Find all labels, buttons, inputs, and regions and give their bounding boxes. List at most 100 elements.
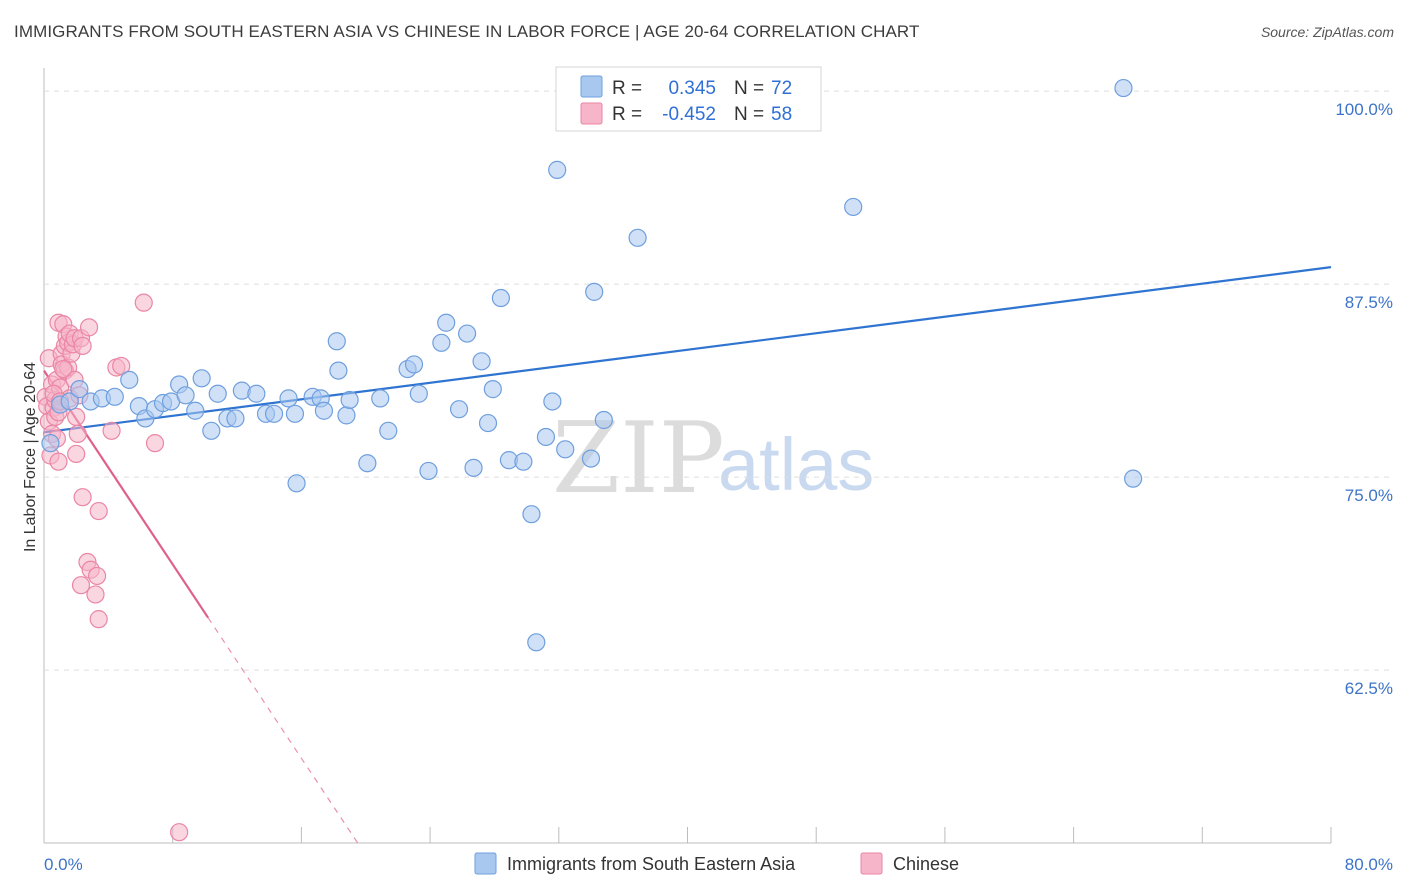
correlation-legend: R = 0.345 N = 72 R = -0.452 N = 58	[555, 66, 822, 132]
data-point-blue	[41, 434, 60, 453]
data-point-blue	[472, 352, 491, 371]
legend-swatch-blue	[580, 75, 603, 98]
data-point-pink	[71, 576, 91, 595]
data-point-blue	[192, 369, 211, 388]
data-point-pink	[79, 318, 99, 337]
series-legend-swatch-chinese	[860, 852, 883, 875]
data-point-blue	[329, 361, 348, 380]
data-point-pink	[68, 424, 87, 443]
data-point-pink	[145, 434, 165, 453]
data-point-blue	[409, 384, 428, 403]
data-point-pink	[89, 501, 108, 521]
data-point-pink	[49, 452, 68, 471]
data-point-blue	[337, 406, 356, 425]
trend-line-blue	[43, 266, 1332, 434]
data-point-pink	[67, 407, 86, 427]
data-point-pink	[67, 444, 86, 464]
data-point-blue	[437, 313, 456, 332]
data-point-pink	[134, 293, 153, 312]
chinese-points	[36, 293, 189, 842]
data-point-blue	[1124, 469, 1143, 488]
data-point-blue	[483, 380, 502, 399]
data-point-blue	[491, 288, 510, 308]
data-point-blue	[585, 282, 604, 301]
watermark-zip: ZIP	[552, 402, 725, 516]
data-point-blue	[527, 633, 546, 652]
sea-points	[41, 78, 1143, 652]
data-point-blue	[208, 384, 227, 403]
data-point-blue	[340, 390, 359, 410]
data-point-blue	[186, 401, 205, 420]
trend-line-extension-pink	[207, 617, 359, 844]
legend-n-value-2: 58	[771, 104, 792, 125]
series-legend-label-chinese: Chinese	[893, 854, 959, 874]
y-axis-title: In Labor Force | Age 20-64	[22, 362, 39, 552]
y-tick-labels: 62.5% 75.0% 87.5% 100.0%	[1335, 100, 1393, 698]
data-point-blue	[226, 409, 245, 428]
source-attribution: Source: ZipAtlas.com	[1260, 24, 1394, 40]
legend-r-value-1: 0.345	[668, 78, 716, 99]
chart-title: IMMIGRANTS FROM SOUTH EASTERN ASIA VS CH…	[14, 22, 920, 41]
data-point-pink	[87, 566, 107, 586]
data-point-blue	[449, 400, 469, 419]
series-legend-swatch-sea	[474, 852, 497, 875]
data-point-pink	[112, 356, 131, 376]
data-point-blue	[543, 392, 562, 411]
data-point-blue	[628, 228, 647, 247]
series-legend-label-sea: Immigrants from South Eastern Asia	[507, 854, 796, 874]
data-point-blue	[60, 392, 79, 411]
data-point-blue	[404, 355, 424, 374]
data-point-blue	[70, 380, 89, 399]
data-point-blue	[327, 332, 346, 351]
gridlines	[44, 90, 1393, 671]
y-tick-label: 62.5%	[1345, 679, 1393, 698]
data-point-blue	[371, 389, 390, 408]
data-point-blue	[464, 458, 483, 477]
data-point-blue	[432, 333, 451, 352]
data-point-blue	[314, 401, 334, 420]
data-point-blue	[264, 404, 284, 423]
legend-swatch-pink	[580, 102, 603, 125]
data-point-blue	[536, 427, 556, 447]
data-point-pink	[89, 610, 108, 629]
legend-n-value-1: 72	[771, 78, 792, 99]
watermark-atlas: atlas	[718, 423, 874, 506]
data-point-blue	[548, 160, 567, 179]
data-point-blue	[176, 386, 195, 405]
data-point-blue	[1114, 78, 1133, 98]
data-point-blue	[514, 452, 533, 471]
data-point-blue	[458, 324, 477, 343]
legend-n-label-2: N =	[734, 104, 764, 125]
data-point-pink	[54, 359, 73, 379]
legend-r-label-2: R =	[612, 104, 642, 125]
data-point-blue	[287, 474, 306, 493]
data-point-blue	[478, 413, 498, 433]
data-point-blue	[594, 410, 613, 430]
data-point-blue	[419, 461, 438, 481]
data-point-blue	[120, 370, 139, 389]
data-point-blue	[581, 449, 601, 468]
data-point-blue	[285, 404, 305, 423]
y-tick-label: 100.0%	[1335, 100, 1393, 119]
data-point-blue	[247, 384, 266, 403]
x-tick-label-max: 80.0%	[1345, 855, 1393, 874]
x-ticks	[172, 827, 1332, 843]
data-point-blue	[844, 197, 863, 217]
trend-lines	[43, 266, 1332, 844]
legend-r-value-2: -0.452	[662, 104, 716, 125]
data-point-blue	[105, 387, 124, 406]
series-legend: Immigrants from South Eastern Asia Chine…	[474, 852, 959, 875]
data-point-blue	[522, 505, 541, 524]
data-point-blue	[358, 454, 377, 473]
legend-r-label-1: R =	[612, 78, 642, 99]
data-point-pink	[170, 823, 189, 842]
data-point-blue	[556, 440, 575, 459]
data-point-pink	[73, 336, 92, 355]
data-point-blue	[279, 389, 298, 408]
x-tick-label-min: 0.0%	[44, 855, 83, 874]
y-tick-label: 87.5%	[1345, 293, 1393, 312]
data-point-pink	[102, 421, 121, 440]
data-point-pink	[73, 488, 92, 507]
legend-n-label-1: N =	[734, 78, 764, 99]
